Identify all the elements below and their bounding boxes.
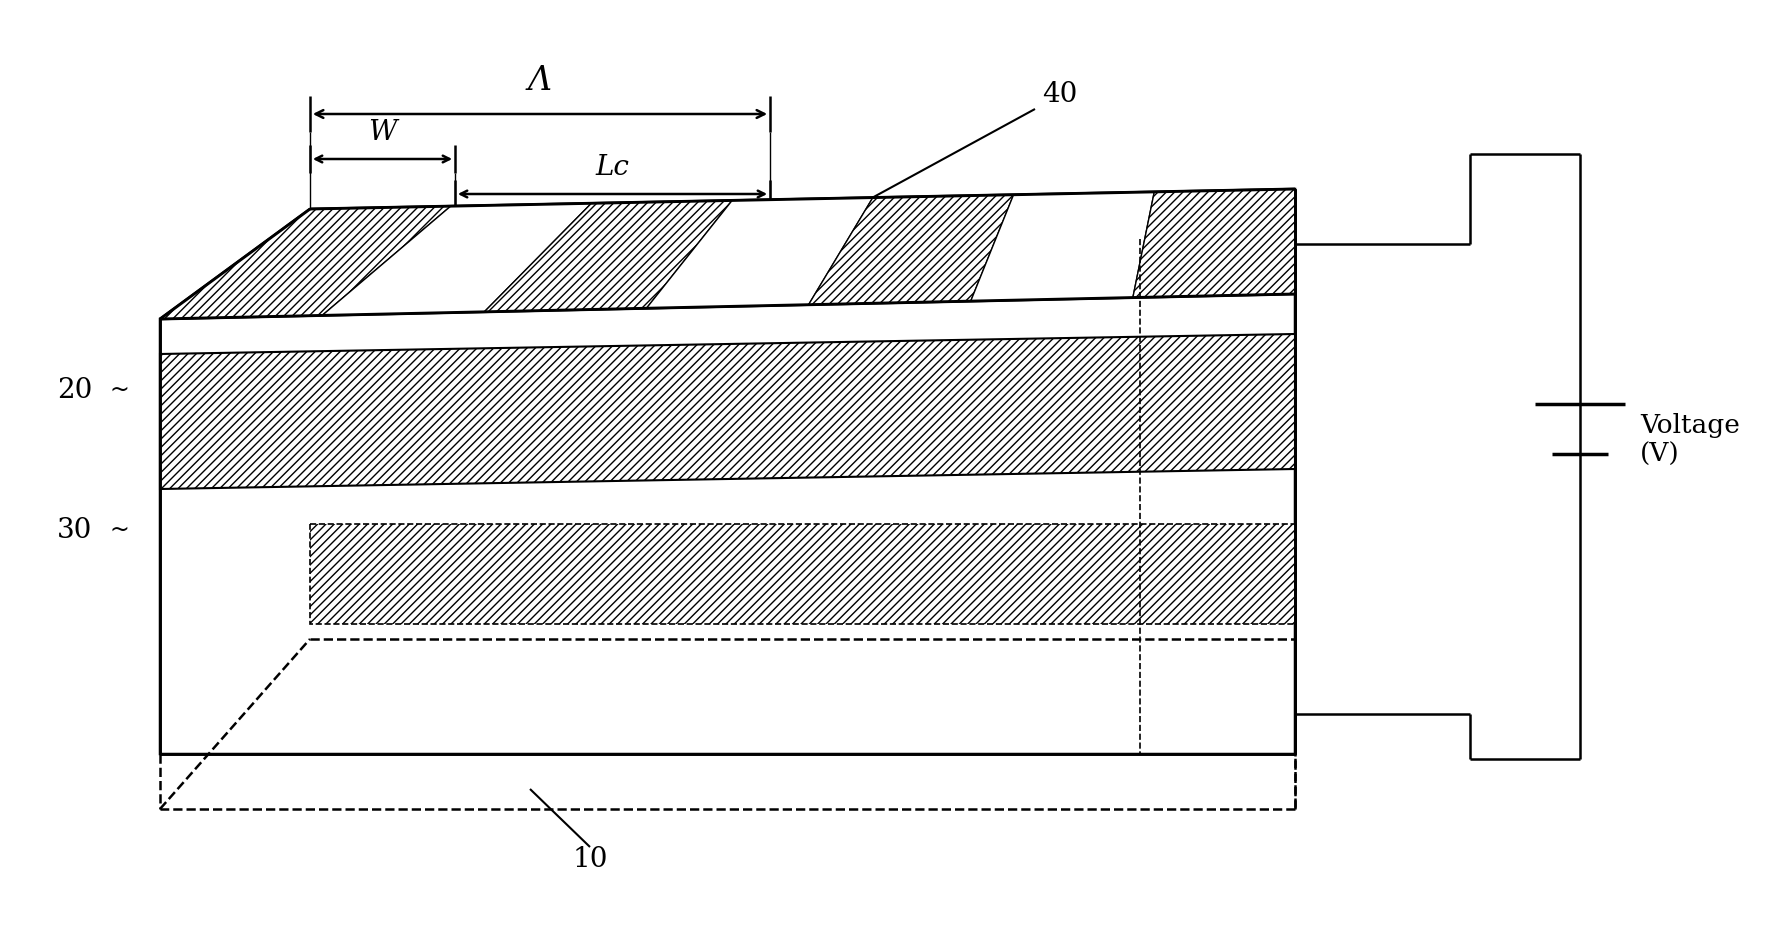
Text: Voltage
(V): Voltage (V) [1641, 413, 1740, 466]
Polygon shape [159, 295, 1296, 755]
Polygon shape [310, 525, 1296, 624]
Text: 10: 10 [572, 845, 607, 872]
Polygon shape [485, 201, 733, 312]
Text: ~: ~ [110, 517, 129, 541]
Text: Λ: Λ [527, 65, 552, 97]
Text: 40: 40 [1043, 82, 1078, 108]
Polygon shape [970, 193, 1154, 302]
Polygon shape [809, 196, 1014, 305]
Text: W: W [368, 119, 396, 146]
Polygon shape [646, 198, 873, 309]
Text: Lc: Lc [595, 154, 630, 181]
Text: ~: ~ [110, 377, 129, 401]
Polygon shape [1133, 190, 1296, 298]
Polygon shape [159, 207, 451, 320]
Polygon shape [322, 204, 591, 316]
Text: 20: 20 [57, 376, 92, 403]
Polygon shape [159, 190, 1296, 320]
Polygon shape [159, 335, 1296, 489]
Text: 30: 30 [57, 516, 92, 543]
